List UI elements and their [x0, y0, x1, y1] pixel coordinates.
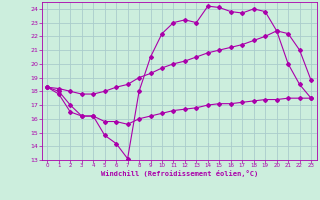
X-axis label: Windchill (Refroidissement éolien,°C): Windchill (Refroidissement éolien,°C)	[100, 170, 258, 177]
